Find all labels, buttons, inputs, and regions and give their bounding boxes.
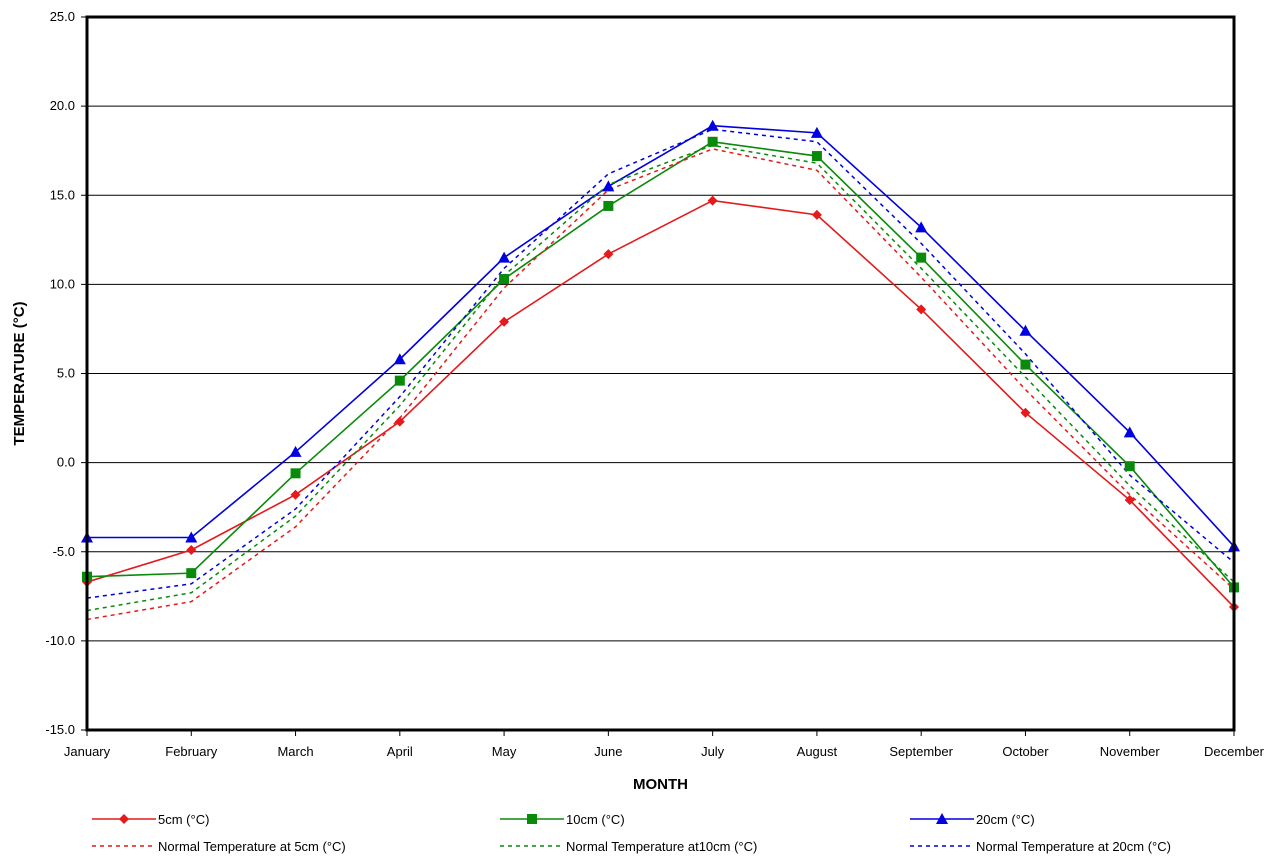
data-point-square bbox=[811, 151, 822, 162]
series-line-5 bbox=[86, 128, 1235, 599]
y-tick-label: 5.0 bbox=[57, 366, 75, 381]
data-point-triangle bbox=[915, 221, 928, 233]
data-point-square bbox=[527, 814, 537, 824]
data-point-square bbox=[499, 274, 510, 285]
x-tick-label: November bbox=[1100, 744, 1161, 759]
data-point-square bbox=[290, 468, 301, 479]
data-point-triangle bbox=[810, 126, 823, 138]
x-tick-label: March bbox=[277, 744, 313, 759]
legend-label: 20cm (°C) bbox=[976, 812, 1035, 827]
series-line-3 bbox=[86, 148, 1235, 621]
x-tick-label: July bbox=[701, 744, 725, 759]
x-tick-label: December bbox=[1204, 744, 1265, 759]
x-tick-label: August bbox=[797, 744, 838, 759]
data-point-square bbox=[707, 136, 718, 147]
data-point-diamond bbox=[603, 249, 614, 260]
data-point-triangle bbox=[498, 251, 511, 263]
data-point-square bbox=[186, 568, 197, 579]
data-point-square bbox=[1020, 359, 1031, 370]
legend: 5cm (°C) 10cm (°C) 20cm (°C) Normal Tempera… bbox=[92, 812, 1171, 854]
series-line-2 bbox=[87, 124, 1235, 547]
data-point-diamond bbox=[916, 304, 927, 315]
data-point-triangle bbox=[289, 445, 302, 457]
y-tick-label: 10.0 bbox=[50, 276, 75, 291]
y-tick-label: 20.0 bbox=[50, 98, 75, 113]
data-point-diamond bbox=[290, 489, 301, 500]
x-axis-tick-labels: January February March April May June July Augu… bbox=[64, 730, 1265, 759]
data-point-diamond bbox=[186, 544, 197, 555]
data-point-triangle bbox=[1123, 426, 1136, 438]
data-point-diamond bbox=[119, 814, 129, 824]
y-axis-tick-labels: 25.0 20.0 15.0 10.0 5.0 0.0 -5.0 -10.0 -15.0 bbox=[45, 9, 75, 737]
data-point-triangle bbox=[1019, 324, 1032, 336]
legend-item: 20cm (°C) bbox=[910, 812, 1035, 827]
legend-label: Normal Temperature at10cm (°C) bbox=[566, 839, 757, 854]
plot-area-frame bbox=[85, 15, 1236, 732]
data-point-diamond bbox=[1020, 407, 1031, 418]
legend-item: 5cm (°C) bbox=[92, 812, 209, 827]
y-tick-label: -10.0 bbox=[45, 633, 75, 648]
legend-label: Normal Temperature at 5cm (°C) bbox=[158, 839, 346, 854]
data-point-triangle bbox=[706, 119, 719, 131]
data-point-triangle bbox=[602, 180, 615, 192]
series-line-1 bbox=[86, 140, 1235, 588]
x-tick-label: October bbox=[1002, 744, 1049, 759]
legend-label: Normal Temperature at 20cm (°C) bbox=[976, 839, 1171, 854]
data-point-diamond bbox=[1124, 495, 1135, 506]
y-tick-label: 25.0 bbox=[50, 9, 75, 24]
data-point-diamond bbox=[811, 209, 822, 220]
legend-label: 5cm (°C) bbox=[158, 812, 209, 827]
legend-item: 10cm (°C) bbox=[500, 812, 625, 827]
gridlines bbox=[81, 16, 1234, 731]
data-point-square bbox=[916, 252, 927, 263]
series-markers bbox=[81, 119, 1240, 613]
data-point-diamond bbox=[499, 316, 510, 327]
x-tick-label: September bbox=[889, 744, 953, 759]
y-tick-label: 15.0 bbox=[50, 187, 75, 202]
data-point-triangle bbox=[936, 813, 948, 824]
data-point-diamond bbox=[394, 416, 405, 427]
data-point-square bbox=[603, 200, 614, 211]
data-point-triangle bbox=[393, 353, 406, 365]
x-axis-title: MONTH bbox=[633, 776, 688, 793]
data-point-triangle bbox=[185, 531, 198, 543]
series-line-4 bbox=[86, 144, 1235, 612]
data-point-square bbox=[394, 375, 405, 386]
x-tick-label: February bbox=[165, 744, 218, 759]
x-tick-label: May bbox=[492, 744, 517, 759]
y-axis-title: TEMPERATURE (°C) bbox=[11, 301, 28, 445]
y-tick-label: -5.0 bbox=[53, 544, 75, 559]
series-lines bbox=[86, 124, 1235, 621]
data-point-diamond bbox=[707, 195, 718, 206]
series-line-0 bbox=[86, 199, 1235, 608]
legend-label: 10cm (°C) bbox=[566, 812, 625, 827]
y-tick-label: -15.0 bbox=[45, 722, 75, 737]
data-point-square bbox=[1124, 461, 1135, 472]
x-tick-label: January bbox=[64, 744, 111, 759]
x-tick-label: June bbox=[594, 744, 622, 759]
y-tick-label: 0.0 bbox=[57, 455, 75, 470]
legend-item: Normal Temperature at10cm (°C) bbox=[500, 839, 757, 854]
legend-item: Normal Temperature at 5cm (°C) bbox=[92, 839, 346, 854]
legend-item: Normal Temperature at 20cm (°C) bbox=[910, 839, 1171, 854]
x-tick-label: April bbox=[387, 744, 413, 759]
